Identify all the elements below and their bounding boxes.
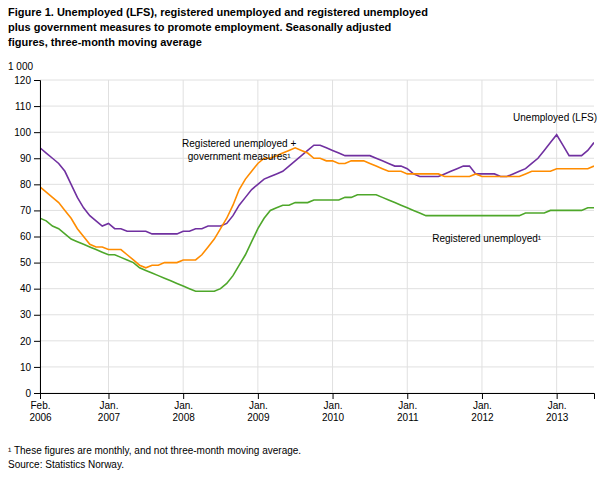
grid-line-y xyxy=(40,132,594,133)
x-tick: Jan.2008 xyxy=(173,393,196,423)
y-tick-label: 0 xyxy=(25,388,31,399)
y-tick-label: 30 xyxy=(20,309,32,320)
x-tick: Jan.2007 xyxy=(98,393,121,423)
y-tick-mark xyxy=(34,237,40,238)
y-tick: 70 xyxy=(20,205,40,216)
grid-line-x xyxy=(183,80,184,393)
grid-line-x xyxy=(108,80,109,393)
x-tick-label: Jan.2013 xyxy=(546,400,569,423)
grid xyxy=(40,80,594,393)
x-axis: Feb.2006 Jan.2007 Jan.2008 Jan.2009 Jan.2010… xyxy=(29,393,594,423)
y-tick: 80 xyxy=(20,179,40,190)
footnote: ¹ These figures are monthly, and not thr… xyxy=(8,445,301,470)
annotations: Unemployed (LFS) Registered unemployed +g… xyxy=(182,112,597,244)
grid-line-y xyxy=(40,314,594,315)
y-axis: 0 10 20 30 40 50 60 70 80 90 100 110 120 xyxy=(14,75,40,399)
lines xyxy=(40,135,594,292)
grid-line-y xyxy=(40,184,594,185)
x-tick-mark xyxy=(183,393,184,399)
y-tick-label: 20 xyxy=(20,336,32,347)
y-tick-label: 80 xyxy=(20,179,32,190)
y-tick: 60 xyxy=(20,231,40,242)
y-tick-label: 70 xyxy=(20,205,32,216)
y-tick-mark xyxy=(34,341,40,342)
grid-line-x xyxy=(556,80,557,393)
y-tick-label: 100 xyxy=(14,127,31,138)
y-tick-label: 40 xyxy=(20,283,32,294)
x-tick-mark xyxy=(482,393,483,399)
x-tick-label: Jan.2007 xyxy=(98,400,121,423)
grid-line-x xyxy=(407,80,408,393)
grid-line-y xyxy=(40,288,594,289)
y-tick: 90 xyxy=(20,153,40,164)
x-tick-mark xyxy=(333,393,334,399)
title: Figure 1. Unemployed (LFS), registered u… xyxy=(8,6,428,48)
y-tick-label: 10 xyxy=(20,362,32,373)
y-axis-label: 1 000 xyxy=(8,61,33,72)
y-tick: 40 xyxy=(20,283,40,294)
grid-line-y xyxy=(40,80,594,81)
y-tick-label: 120 xyxy=(14,75,31,86)
y-tick: 20 xyxy=(20,336,40,347)
x-tick: Jan.2009 xyxy=(247,393,270,423)
y-tick-label: 50 xyxy=(20,257,32,268)
x-tick-label: Jan.2010 xyxy=(322,400,345,423)
y-tick-mark xyxy=(34,367,40,368)
grid-line-y xyxy=(40,366,594,367)
y-tick-mark xyxy=(34,393,40,394)
y-tick-mark xyxy=(34,158,40,159)
y-tick: 120 xyxy=(14,75,40,86)
chart: Figure 1. Unemployed (LFS), registered u… xyxy=(0,0,610,488)
line-series xyxy=(40,148,594,268)
y-tick-mark xyxy=(34,315,40,316)
y-tick: 100 xyxy=(14,127,40,138)
y-tick: 30 xyxy=(20,309,40,320)
x-tick-label: Jan.2011 xyxy=(397,400,419,423)
x-tick: Jan.2012 xyxy=(471,393,494,423)
x-tick: Jan.2011 xyxy=(397,393,419,423)
y-tick-label: 110 xyxy=(15,101,31,112)
y-tick-mark xyxy=(34,210,40,211)
y-tick: 0 xyxy=(25,388,40,399)
line-series xyxy=(40,135,594,234)
y-tick: 10 xyxy=(20,362,40,373)
y-tick-label: 60 xyxy=(20,231,32,242)
x-tick-label: Jan.2008 xyxy=(173,400,196,423)
x-tick-label: Jan.2009 xyxy=(247,400,270,423)
grid-line-x xyxy=(332,80,333,393)
grid-line-y xyxy=(40,262,594,263)
x-tick-label: Jan.2012 xyxy=(471,400,494,423)
y-tick-mark xyxy=(34,263,40,264)
x-tick-mark xyxy=(258,393,259,399)
grid-line-x xyxy=(257,80,258,393)
x-tick: Feb.2006 xyxy=(29,393,52,423)
y-tick-mark xyxy=(34,184,40,185)
x-axis-line xyxy=(41,394,595,400)
grid-line-y xyxy=(40,210,594,211)
x-tick-mark xyxy=(40,393,41,399)
x-tick: Jan.2010 xyxy=(322,393,345,423)
y-tick-mark xyxy=(34,132,40,133)
line-series xyxy=(40,195,594,292)
y-tick-mark xyxy=(34,106,40,107)
y-axis-line xyxy=(34,81,41,394)
x-tick: Jan.2013 xyxy=(546,393,569,423)
x-tick-mark xyxy=(407,393,408,399)
y-tick-mark xyxy=(34,289,40,290)
y-tick-label: 90 xyxy=(20,153,32,164)
grid-line-y xyxy=(40,340,594,341)
grid-line-y xyxy=(40,106,594,107)
y-tick: 110 xyxy=(15,101,40,112)
x-tick-label: Feb.2006 xyxy=(29,400,52,423)
annotation: Registered unemployed¹ xyxy=(432,233,542,244)
annotation: Unemployed (LFS) xyxy=(513,112,597,123)
y-tick-mark xyxy=(34,80,40,81)
plot: 0 10 20 30 40 50 60 70 80 90 100 110 120 Feb.2006 Jan.… xyxy=(14,75,597,423)
y-tick: 50 xyxy=(20,257,40,268)
x-tick-mark xyxy=(557,393,558,399)
x-tick-mark xyxy=(108,393,109,399)
annotation: Registered unemployed +government measur… xyxy=(182,138,296,162)
